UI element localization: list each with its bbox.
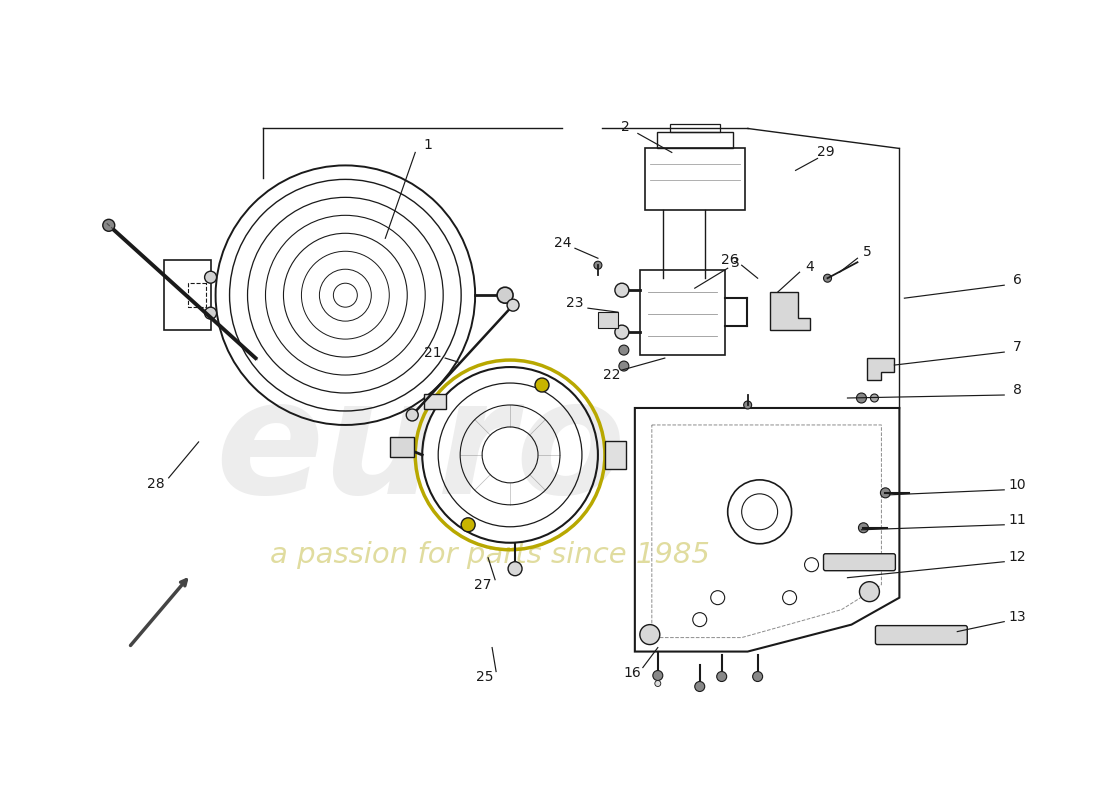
FancyBboxPatch shape bbox=[824, 554, 895, 570]
Circle shape bbox=[695, 682, 705, 691]
FancyBboxPatch shape bbox=[876, 626, 967, 645]
Text: 22: 22 bbox=[603, 368, 620, 382]
Text: 28: 28 bbox=[147, 477, 165, 491]
Text: 12: 12 bbox=[1009, 550, 1026, 564]
Text: 21: 21 bbox=[425, 346, 442, 360]
Circle shape bbox=[619, 345, 629, 355]
Circle shape bbox=[859, 582, 879, 602]
Text: 1: 1 bbox=[424, 138, 432, 153]
Polygon shape bbox=[770, 292, 810, 330]
Circle shape bbox=[205, 271, 217, 283]
Text: 7: 7 bbox=[1013, 340, 1022, 354]
Circle shape bbox=[507, 299, 519, 311]
Circle shape bbox=[744, 401, 751, 409]
Text: 2: 2 bbox=[621, 121, 630, 134]
Text: 4: 4 bbox=[805, 260, 814, 274]
Circle shape bbox=[535, 378, 549, 392]
Polygon shape bbox=[390, 437, 415, 457]
Text: 25: 25 bbox=[476, 670, 494, 683]
Circle shape bbox=[205, 307, 217, 319]
Circle shape bbox=[461, 518, 475, 532]
Text: 6: 6 bbox=[1013, 274, 1022, 287]
Circle shape bbox=[594, 262, 602, 270]
Text: 26: 26 bbox=[720, 254, 738, 267]
Circle shape bbox=[717, 671, 727, 682]
Text: 5: 5 bbox=[864, 246, 872, 259]
Circle shape bbox=[406, 409, 418, 421]
Text: 27: 27 bbox=[474, 578, 492, 592]
Circle shape bbox=[102, 219, 114, 231]
Text: 8: 8 bbox=[1013, 383, 1022, 397]
Circle shape bbox=[619, 361, 629, 371]
Circle shape bbox=[640, 625, 660, 645]
Circle shape bbox=[508, 562, 522, 576]
Circle shape bbox=[615, 325, 629, 339]
Circle shape bbox=[824, 274, 832, 282]
Circle shape bbox=[752, 671, 762, 682]
Text: 23: 23 bbox=[566, 296, 584, 310]
Text: 3: 3 bbox=[732, 256, 740, 270]
Polygon shape bbox=[598, 312, 618, 328]
Circle shape bbox=[880, 488, 890, 498]
Circle shape bbox=[857, 393, 867, 403]
Circle shape bbox=[652, 670, 663, 681]
Circle shape bbox=[497, 287, 513, 303]
Circle shape bbox=[654, 681, 661, 686]
Text: 29: 29 bbox=[816, 146, 834, 159]
Text: 11: 11 bbox=[1009, 513, 1026, 526]
Polygon shape bbox=[605, 441, 626, 469]
Text: 24: 24 bbox=[554, 236, 572, 250]
Circle shape bbox=[615, 283, 629, 297]
Circle shape bbox=[870, 394, 879, 402]
Text: 13: 13 bbox=[1009, 610, 1026, 624]
Circle shape bbox=[858, 522, 868, 533]
Text: euro: euro bbox=[214, 373, 626, 527]
Polygon shape bbox=[868, 358, 894, 380]
Text: 10: 10 bbox=[1009, 478, 1026, 492]
Polygon shape bbox=[425, 394, 447, 410]
Text: 16: 16 bbox=[623, 666, 640, 679]
Text: a passion for parts since 1985: a passion for parts since 1985 bbox=[271, 541, 710, 569]
